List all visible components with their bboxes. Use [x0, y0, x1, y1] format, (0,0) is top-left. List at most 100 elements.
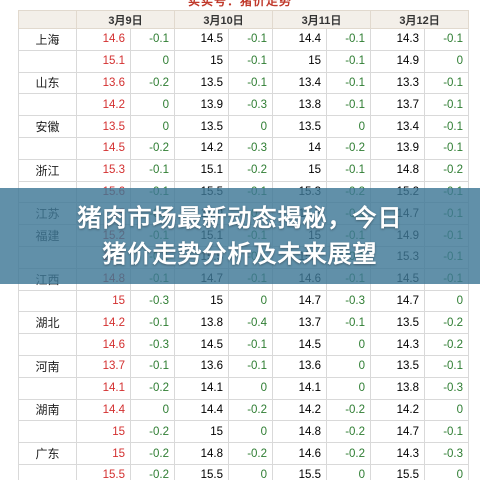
change-cell: -0.4 — [227, 311, 274, 335]
price-cell: 15 — [76, 420, 131, 444]
price-cell: 14 — [272, 136, 328, 160]
price-cell: 15.5 — [370, 463, 426, 480]
price-cell: 15.1 — [76, 49, 131, 73]
price-cell: 15.3 — [76, 158, 131, 182]
price-cell: 14.7 — [370, 420, 426, 444]
change-cell: -0.3 — [130, 289, 175, 313]
province-cell — [18, 289, 77, 313]
change-cell: 0 — [326, 354, 372, 378]
price-cell: 14.8 — [370, 158, 426, 182]
change-cell: 0 — [130, 49, 175, 73]
price-cell: 14.3 — [370, 333, 426, 356]
change-cell: -0.2 — [326, 420, 372, 444]
change-cell: -0.2 — [130, 442, 175, 465]
price-cell: 15.5 — [174, 463, 229, 480]
table-row: 湖北 14.2 -0.1 13.8 -0.4 13.7 -0.1 13.5 -0.2 — [18, 311, 470, 335]
price-cell: 14.3 — [370, 442, 426, 465]
price-cell: 13.3 — [370, 71, 426, 95]
province-cell: 浙江 — [18, 158, 77, 182]
price-cell: 14.4 — [76, 398, 131, 422]
change-cell: 0 — [227, 463, 274, 480]
price-cell: 14.5 — [76, 136, 131, 160]
change-cell: 0 — [227, 420, 274, 444]
price-cell: 13.7 — [76, 354, 131, 378]
province-cell: 山东 — [18, 71, 77, 95]
change-cell: -0.1 — [227, 333, 274, 356]
price-cell: 13.8 — [174, 311, 229, 335]
change-cell: -0.1 — [130, 158, 175, 182]
change-cell: -0.2 — [130, 420, 175, 444]
change-cell: 0 — [130, 115, 175, 138]
price-cell: 13.6 — [272, 354, 328, 378]
change-cell: -0.2 — [130, 136, 175, 160]
price-cell: 15 — [272, 49, 328, 73]
change-cell: -0.1 — [227, 49, 274, 73]
change-cell: -0.3 — [326, 289, 372, 313]
table-row: 广东 15 -0.2 14.8 -0.2 14.6 -0.2 14.3 -0.3 — [18, 442, 470, 465]
price-cell: 14.1 — [272, 376, 328, 400]
province-cell: 上海 — [18, 28, 77, 51]
change-cell: 0 — [424, 398, 470, 422]
price-cell: 14.6 — [76, 28, 131, 51]
price-cell: 13.5 — [370, 311, 426, 335]
province-cell: 安徽 — [18, 115, 77, 138]
change-cell: -0.1 — [424, 93, 470, 117]
change-cell: -0.1 — [326, 28, 372, 51]
change-cell: -0.3 — [130, 333, 175, 356]
price-cell: 15 — [76, 289, 131, 313]
change-cell: 0 — [130, 93, 175, 117]
price-cell: 15 — [174, 289, 229, 313]
table-title-fragment: 实实号：猪价走势 — [187, 0, 292, 8]
change-cell: -0.3 — [227, 136, 274, 160]
price-cell: 13.7 — [272, 311, 328, 335]
change-cell: -0.2 — [424, 311, 470, 335]
province-cell — [18, 463, 77, 480]
change-cell: 0 — [326, 333, 372, 356]
table-row: 15 -0.2 15 0 14.8 -0.2 14.7 -0.1 — [18, 420, 470, 444]
province-cell: 广东 — [18, 442, 77, 465]
table-row: 上海 14.6 -0.1 14.5 -0.1 14.4 -0.1 14.3 -0.1 — [18, 28, 470, 51]
change-cell: 0 — [227, 376, 274, 400]
price-cell: 14.3 — [370, 28, 426, 51]
change-cell: 0 — [326, 376, 372, 400]
price-cell: 14.7 — [272, 289, 328, 313]
price-cell: 15.5 — [272, 463, 328, 480]
change-cell: 0 — [424, 289, 470, 313]
table-row: 湖南 14.4 0 14.4 -0.2 14.2 -0.2 14.2 0 — [18, 398, 470, 422]
table-row: 安徽 13.5 0 13.5 0 13.5 0 13.4 -0.1 — [18, 115, 470, 138]
change-cell: -0.1 — [130, 28, 175, 51]
price-cell: 14.2 — [174, 136, 229, 160]
change-cell: -0.1 — [130, 311, 175, 335]
change-cell: -0.1 — [130, 354, 175, 378]
change-cell: -0.1 — [227, 71, 274, 95]
price-cell: 13.4 — [272, 71, 328, 95]
price-cell: 14.8 — [272, 420, 328, 444]
table-row: 浙江 15.3 -0.1 15.1 -0.2 15 -0.1 14.8 -0.2 — [18, 158, 470, 182]
price-cell: 13.5 — [76, 115, 131, 138]
price-cell: 13.9 — [370, 136, 426, 160]
price-cell: 14.2 — [76, 311, 131, 335]
change-cell: -0.2 — [227, 158, 274, 182]
price-cell: 13.8 — [370, 376, 426, 400]
province-cell — [18, 49, 77, 73]
change-cell: -0.1 — [326, 311, 372, 335]
price-cell: 15 — [174, 49, 229, 73]
table-row: 14.2 0 13.9 -0.3 13.8 -0.1 13.7 -0.1 — [18, 93, 470, 117]
change-cell: -0.1 — [326, 93, 372, 117]
price-cell: 14.2 — [272, 398, 328, 422]
price-cell: 13.5 — [272, 115, 328, 138]
price-cell: 13.4 — [370, 115, 426, 138]
province-cell — [18, 420, 77, 444]
price-cell: 14.2 — [76, 93, 131, 117]
table-row: 河南 13.7 -0.1 13.6 -0.1 13.6 0 13.5 -0.1 — [18, 354, 470, 378]
price-cell: 15 — [174, 420, 229, 444]
table-row: 14.1 -0.2 14.1 0 14.1 0 13.8 -0.3 — [18, 376, 470, 400]
header-date: 3月10日 — [173, 10, 274, 29]
province-cell — [18, 93, 77, 117]
change-cell: -0.2 — [130, 376, 175, 400]
change-cell: -0.1 — [424, 28, 470, 51]
table-row: 14.6 -0.3 14.5 -0.1 14.5 0 14.3 -0.2 — [18, 333, 470, 356]
table-row: 山东 13.6 -0.2 13.5 -0.1 13.4 -0.1 13.3 -0.1 — [18, 71, 470, 95]
change-cell: -0.1 — [424, 115, 470, 138]
price-cell: 14.4 — [174, 398, 229, 422]
